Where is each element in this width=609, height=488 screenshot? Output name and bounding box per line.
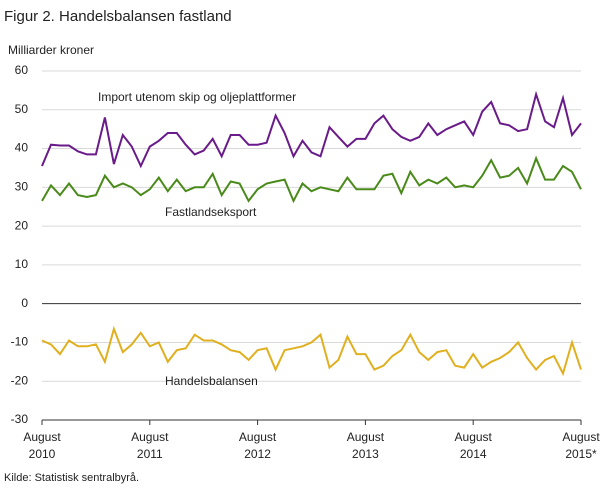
y-tick-label: 50	[15, 102, 29, 116]
y-tick-label: 60	[15, 63, 29, 77]
x-tick-label: August 2012	[239, 430, 277, 461]
x-tick-label: August 2014	[455, 430, 493, 461]
y-tick-label: -30	[11, 412, 29, 426]
chart-title: Figur 2. Handelsbalansen fastland	[4, 8, 232, 25]
line-series	[41, 90, 582, 169]
x-tick-label: August 2015*	[562, 430, 600, 461]
x-tick-label: August 2013	[347, 430, 385, 461]
y-tick-label: -20	[11, 373, 29, 387]
y-tick-label: 0	[21, 296, 28, 310]
y-tick-label: -10	[11, 335, 29, 349]
y-tick-label: 20	[15, 218, 29, 232]
series-label: Fastlandseksport	[165, 205, 257, 219]
series-label: Import utenom skip og oljeplattformer	[98, 90, 296, 104]
x-tick-label: August 2010	[23, 430, 61, 461]
line-series	[41, 325, 582, 377]
line-series	[41, 155, 582, 204]
series-label: Handelsbalansen	[165, 374, 258, 388]
y-axis-label: Milliarder kroner	[8, 43, 94, 57]
y-tick-label: 40	[15, 141, 29, 155]
x-tick-label: August 2011	[131, 430, 169, 461]
y-tick-label: 10	[15, 257, 29, 271]
source: Kilde: Statistisk sentralbyrå.	[4, 472, 139, 484]
y-tick-label: 30	[15, 180, 29, 194]
